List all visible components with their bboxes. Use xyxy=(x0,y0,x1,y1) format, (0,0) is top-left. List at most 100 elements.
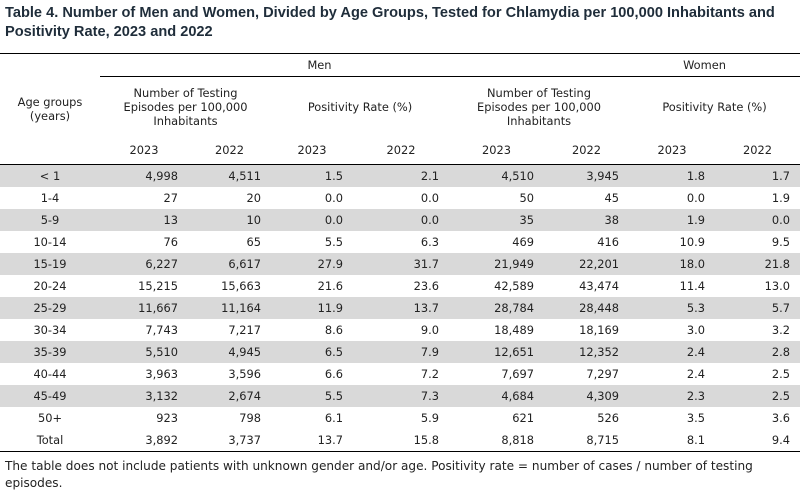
age-group-cell: 20-24 xyxy=(33,279,67,293)
value-cell: 11,164 xyxy=(188,297,271,319)
year-header: 2022 xyxy=(188,136,271,165)
value-cell: 1.9 xyxy=(629,209,715,231)
age-group-cell: Total xyxy=(0,429,100,452)
age-group-cell: 10-14 xyxy=(33,235,67,249)
value-cell: 2.5 xyxy=(771,367,791,381)
age-group-cell: 50+ xyxy=(37,411,63,425)
value-cell: 3,945 xyxy=(544,164,629,187)
value-cell: 2.1 xyxy=(353,164,449,187)
value-cell: 42,589 xyxy=(494,279,534,293)
value-cell: 45 xyxy=(604,191,620,205)
table-row: 10-14 76 65 5.5 6.3 469 416 10.9 9.5 xyxy=(0,231,800,253)
value-cell: 9.4 xyxy=(715,429,800,452)
value-cell: 4,309 xyxy=(544,385,629,407)
value-cell: 10.9 xyxy=(679,235,705,249)
value-cell: 76 xyxy=(163,235,179,249)
value-cell: 0.0 xyxy=(715,209,800,231)
value-cell: 0.0 xyxy=(353,209,449,231)
value-cell: 28,784 xyxy=(449,297,544,319)
table-row: 1-4 27 20 0.0 0.0 50 45 0.0 1.9 xyxy=(0,187,800,209)
value-cell: 9.5 xyxy=(771,235,791,249)
value-cell: 621 xyxy=(512,411,534,425)
value-cell: 5.7 xyxy=(715,297,800,319)
value-cell: 5.5 xyxy=(324,235,343,249)
value-cell: 13.0 xyxy=(764,279,791,293)
value-cell: 2.5 xyxy=(715,385,800,407)
value-cell: 6.6 xyxy=(324,367,343,381)
women-header: Women xyxy=(449,53,800,77)
value-cell: 1.9 xyxy=(771,191,791,205)
value-cell: 27 xyxy=(163,191,179,205)
value-cell: 4,510 xyxy=(449,164,544,187)
value-cell: 798 xyxy=(239,411,261,425)
value-cell: 0.0 xyxy=(271,209,353,231)
value-cell: 13 xyxy=(100,209,188,231)
table-row: 30-34 7,743 7,217 8.6 9.0 18,489 18,169 3.0 3.2 xyxy=(0,319,800,341)
women-positivity-header: Positivity Rate (%) xyxy=(662,99,767,114)
value-cell: 3,963 xyxy=(145,367,178,381)
year-header: 2023 xyxy=(271,136,353,165)
value-cell: 15,663 xyxy=(221,279,261,293)
value-cell: 21.8 xyxy=(715,253,800,275)
age-groups-header: Age groups (years) xyxy=(0,53,100,165)
value-cell: 6,617 xyxy=(188,253,271,275)
value-cell: 22,201 xyxy=(544,253,629,275)
value-cell: 20 xyxy=(246,191,262,205)
value-cell: 1.7 xyxy=(715,164,800,187)
table-row: 45-49 3,132 2,674 5.5 7.3 4,684 4,309 2.3 2.5 xyxy=(0,385,800,407)
value-cell: 18,169 xyxy=(579,323,619,337)
value-cell: 5.3 xyxy=(629,297,715,319)
value-cell: 8,818 xyxy=(449,429,544,452)
table-row: 5-9 13 10 0.0 0.0 35 38 1.9 0.0 xyxy=(0,209,800,231)
value-cell: 8,715 xyxy=(544,429,629,452)
table-row: < 1 4,998 4,511 1.5 2.1 4,510 3,945 1.8 1.7 xyxy=(0,164,800,187)
value-cell: 7,297 xyxy=(586,367,619,381)
value-cell: 7,697 xyxy=(501,367,534,381)
value-cell: 9.0 xyxy=(420,323,439,337)
value-cell: 3.2 xyxy=(771,323,791,337)
total-row: Total 3,892 3,737 13.7 15.8 8,818 8,715 8.1 9.4 xyxy=(0,429,800,452)
footnote: The table does not include patients with… xyxy=(5,459,753,490)
value-cell: 8.1 xyxy=(629,429,715,452)
value-cell: 7.2 xyxy=(420,367,439,381)
year-header: 2023 xyxy=(100,136,188,165)
value-cell: 28,448 xyxy=(544,297,629,319)
value-cell: 4,684 xyxy=(449,385,544,407)
value-cell: 5.9 xyxy=(420,411,439,425)
value-cell: 13.7 xyxy=(271,429,353,452)
value-cell: 4,998 xyxy=(100,164,188,187)
value-cell: 416 xyxy=(597,235,619,249)
value-cell: 5.5 xyxy=(271,385,353,407)
value-cell: 2.8 xyxy=(715,341,800,363)
chlamydia-table: Age groups (years) Men Women Number of T… xyxy=(0,53,800,452)
value-cell: 3,892 xyxy=(100,429,188,452)
value-cell: 65 xyxy=(246,235,262,249)
value-cell: 3.5 xyxy=(686,411,705,425)
value-cell: 7,743 xyxy=(145,323,178,337)
value-cell: 31.7 xyxy=(353,253,449,275)
value-cell: 10 xyxy=(188,209,271,231)
value-cell: 6.1 xyxy=(324,411,343,425)
value-cell: 3,132 xyxy=(100,385,188,407)
value-cell: 8.6 xyxy=(324,323,343,337)
value-cell: 2.3 xyxy=(629,385,715,407)
value-cell: 38 xyxy=(544,209,629,231)
value-cell: 12,352 xyxy=(544,341,629,363)
men-testing-header: Number of Testing Episodes per 100,000 I… xyxy=(123,85,248,128)
age-group-cell: 25-29 xyxy=(0,297,100,319)
value-cell: 11.4 xyxy=(679,279,705,293)
table-row: 20-24 15,215 15,663 21.6 23.6 42,589 43,474 11.… xyxy=(0,275,800,297)
value-cell: 21,949 xyxy=(449,253,544,275)
age-group-cell: 40-44 xyxy=(33,367,67,381)
value-cell: 6.5 xyxy=(271,341,353,363)
value-cell: 0.0 xyxy=(420,191,439,205)
table-row: 40-44 3,963 3,596 6.6 7.2 7,697 7,297 2.4 2.5 xyxy=(0,363,800,385)
value-cell: 11,667 xyxy=(100,297,188,319)
value-cell: 526 xyxy=(597,411,619,425)
year-header: 2023 xyxy=(449,136,544,165)
year-header: 2022 xyxy=(544,136,629,165)
value-cell: 23.6 xyxy=(413,279,439,293)
value-cell: 13.7 xyxy=(353,297,449,319)
value-cell: 5,510 xyxy=(100,341,188,363)
table-row: 15-19 6,227 6,617 27.9 31.7 21,949 22,201 18.0 2… xyxy=(0,253,800,275)
